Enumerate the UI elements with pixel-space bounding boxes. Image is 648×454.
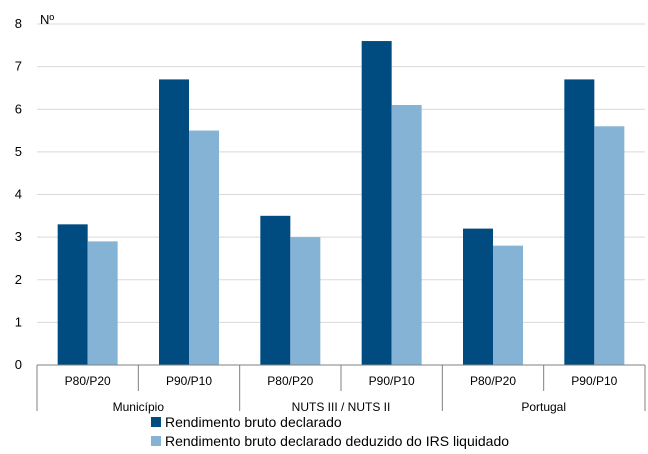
y-tick-label: 3 (15, 229, 22, 244)
bar-liquido (493, 245, 523, 365)
legend-label: Rendimento bruto declarado deduzido do I… (165, 433, 509, 449)
bar-liquido (189, 130, 219, 365)
x-category-label: P80/P20 (470, 374, 516, 388)
x-category-label: P80/P20 (267, 374, 313, 388)
bar-liquido (290, 237, 321, 365)
x-group-label: Município (113, 400, 165, 414)
axes (36, 364, 646, 411)
x-category-label: P90/P10 (369, 374, 415, 388)
gridlines (37, 23, 645, 323)
bar-bruto (361, 41, 392, 366)
y-tick-label: 1 (15, 314, 22, 329)
bar-bruto (260, 215, 291, 365)
bar-bruto (564, 79, 595, 365)
x-category-label: P90/P10 (571, 374, 617, 388)
legend: Rendimento bruto declarado Rendimento bru… (151, 414, 509, 449)
x-group-label: Portugal (521, 400, 566, 414)
bar-liquido (594, 126, 625, 365)
bar-bruto (159, 79, 189, 365)
bar-liquido (391, 104, 422, 366)
y-tick-label: 5 (15, 144, 22, 159)
legend-swatch (151, 436, 161, 446)
y-tick-label: 8 (15, 16, 22, 31)
labels: 0 1 2 3 4 5 6 7 8 Nº P80/P20 P90/P10 P80/P20 P90/P10 P… (15, 12, 618, 414)
x-category-label: P90/P10 (166, 374, 212, 388)
x-group-label: NUTS III / NUTS II (292, 400, 391, 414)
bar-bruto (57, 224, 88, 365)
y-axis-unit: Nº (40, 12, 54, 27)
bars (57, 41, 625, 366)
y-tick-label: 6 (15, 101, 22, 116)
legend-label: Rendimento bruto declarado (165, 414, 342, 430)
y-tick-label: 0 (15, 357, 22, 372)
x-category-label: P80/P20 (65, 374, 111, 388)
bar-liquido (87, 241, 118, 365)
legend-swatch (151, 417, 161, 427)
y-tick-label: 2 (15, 272, 22, 287)
y-tick-label: 4 (15, 187, 22, 202)
bar-bruto (463, 228, 493, 365)
y-tick-label: 7 (15, 59, 22, 74)
